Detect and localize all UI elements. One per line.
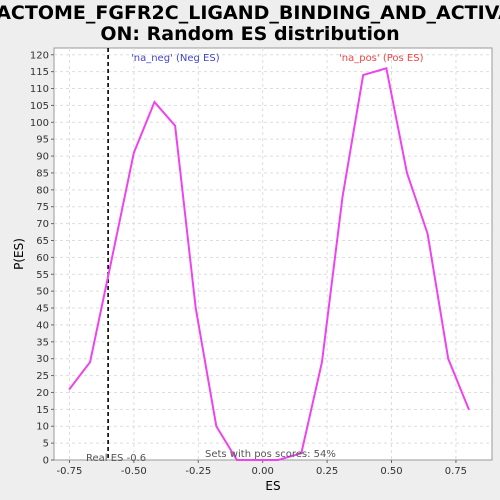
data-point	[153, 101, 156, 103]
data-point	[236, 459, 238, 461]
grid-lines	[54, 48, 492, 460]
data-point	[426, 232, 429, 235]
y-axis-ticks: 0 5 10 15 20 25 30 35 40 45 50 55 60 65 70 75 80 85 90 95 10…	[30, 50, 54, 467]
y-tick-label: 35	[36, 337, 49, 348]
data-point	[133, 151, 135, 154]
y-tick-label: 65	[36, 236, 49, 247]
data-point	[174, 124, 176, 127]
chart-title-line2: ON: Random ES distribution	[100, 23, 399, 45]
y-tick-label: 15	[36, 405, 49, 416]
data-point	[68, 388, 71, 390]
data-point	[194, 307, 197, 309]
plot-area	[53, 47, 493, 461]
x-axis-ticks: -0.75 -0.50 -0.25 0.00 0.25 0.50 0.75	[57, 460, 467, 477]
y-tick-label: 20	[36, 388, 49, 399]
x-tick-label: 0.50	[380, 466, 402, 477]
x-tick-label: -0.75	[57, 466, 83, 477]
data-point	[277, 459, 279, 461]
data-point	[406, 172, 408, 174]
y-tick-label: 85	[36, 168, 49, 179]
y-tick-label: 80	[36, 185, 49, 196]
x-axis-label: ES	[265, 479, 280, 493]
y-tick-label: 75	[36, 202, 49, 213]
x-tick-label: -0.50	[121, 466, 147, 477]
y-tick-label: 25	[36, 371, 49, 382]
data-point	[447, 357, 450, 360]
y-tick-label: 95	[36, 135, 49, 146]
y-tick-label: 40	[36, 320, 49, 331]
y-tick-label: 105	[30, 101, 49, 112]
data-point	[341, 195, 344, 198]
data-point	[89, 361, 91, 363]
y-tick-label: 55	[36, 270, 49, 281]
data-point	[385, 67, 388, 70]
data-point	[468, 408, 470, 411]
y-tick-label: 90	[36, 152, 49, 163]
data-point	[256, 459, 259, 461]
y-tick-label: 10	[36, 422, 49, 433]
y-tick-label: 45	[36, 304, 49, 315]
x-tick-label: -0.25	[185, 466, 211, 477]
y-tick-label: 50	[36, 287, 49, 298]
na-neg-label: 'na_neg' (Neg ES)	[131, 53, 220, 64]
real-es-label: Real ES -0.6	[86, 453, 146, 464]
y-tick-label: 120	[30, 50, 49, 61]
y-tick-label: 5	[43, 439, 49, 450]
y-tick-label: 0	[43, 456, 49, 467]
na-pos-label: 'na_pos' (Pos ES)	[339, 53, 424, 64]
y-axis-label: P(ES)	[12, 238, 26, 270]
data-point	[109, 263, 112, 265]
chart-title-line1: REACTOME_FGFR2C_LIGAND_BINDING_AND_ACTIV…	[0, 2, 500, 24]
data-point	[215, 425, 218, 428]
x-tick-label: 0.00	[252, 466, 274, 477]
x-tick-label: 0.25	[316, 466, 338, 477]
y-tick-label: 115	[30, 67, 49, 78]
y-tick-label: 110	[30, 84, 49, 95]
series-points	[68, 67, 470, 461]
pos-scores-label: Sets with pos scores: 54%	[205, 449, 336, 460]
data-point	[362, 74, 364, 76]
y-tick-label: 100	[30, 118, 49, 129]
y-tick-label: 30	[36, 354, 49, 365]
series-line	[68, 66, 470, 461]
y-tick-label: 60	[36, 253, 49, 264]
data-point	[321, 361, 323, 363]
data-point	[300, 452, 303, 455]
y-tick-label: 70	[36, 219, 49, 230]
x-tick-label: 0.75	[445, 466, 467, 477]
